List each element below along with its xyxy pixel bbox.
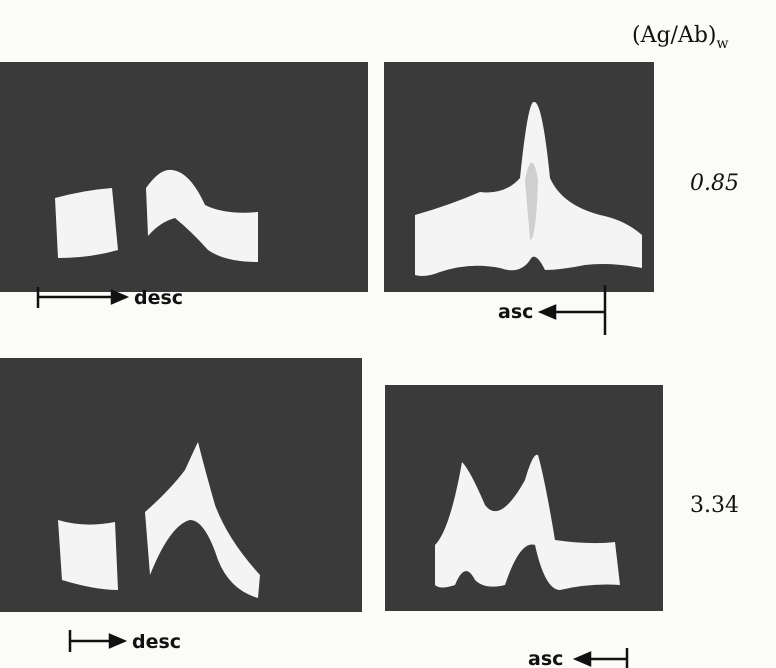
direction-arrow <box>70 630 124 652</box>
ratio-value: 0.85 <box>690 171 739 196</box>
header-subscript: w <box>717 36 729 52</box>
direction-label: asc <box>528 648 563 668</box>
direction-arrow <box>576 648 627 668</box>
direction-arrow <box>541 285 605 335</box>
direction-label: asc <box>498 301 533 323</box>
header-label: (Ag/Ab)w <box>632 23 729 52</box>
ratio-value: 3.34 <box>690 493 739 518</box>
direction-label: desc <box>134 287 183 309</box>
figure: (Ag/Ab)w desc asc 0.85 desc asc 3.34 <box>0 0 776 668</box>
pattern-trace <box>58 520 118 590</box>
direction-label: desc <box>132 631 181 653</box>
figure-page: (Ag/Ab)w desc asc 0.85 desc asc 3.34 <box>0 0 776 668</box>
header-text: (Ag/Ab) <box>632 23 717 48</box>
pattern-trace <box>55 188 118 258</box>
